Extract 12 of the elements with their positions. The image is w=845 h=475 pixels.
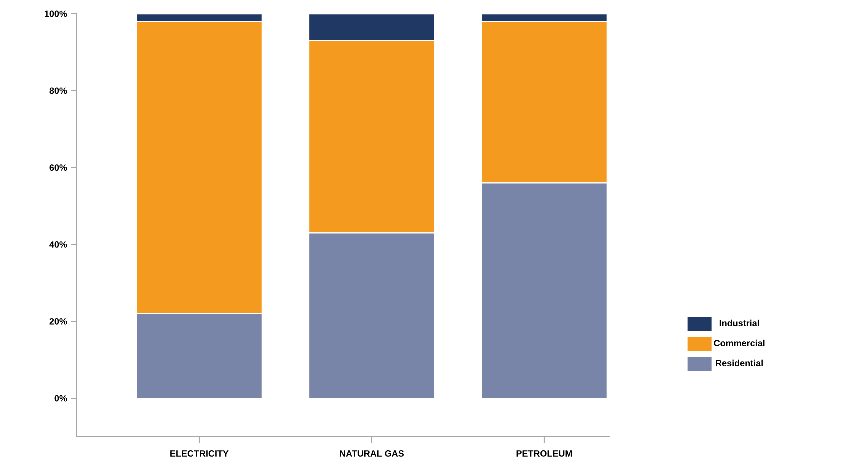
y-tick-label: 40% [50, 242, 68, 248]
y-tick-label: 20% [50, 318, 68, 325]
x-tick-label: ELECTRICITY [170, 450, 229, 457]
y-tick-label: 100% [45, 10, 68, 18]
x-tick-label: NATURAL GAS [340, 450, 404, 457]
y-tick-label: 60% [50, 164, 68, 172]
legend-label: Industrial [720, 320, 760, 327]
y-tick-label: 80% [50, 88, 68, 94]
legend-label: Residential [716, 360, 763, 367]
legend-label: Commercial [714, 340, 765, 347]
y-tick-label: 0% [54, 395, 68, 402]
x-tick-label: PETROLEUM [516, 450, 572, 457]
